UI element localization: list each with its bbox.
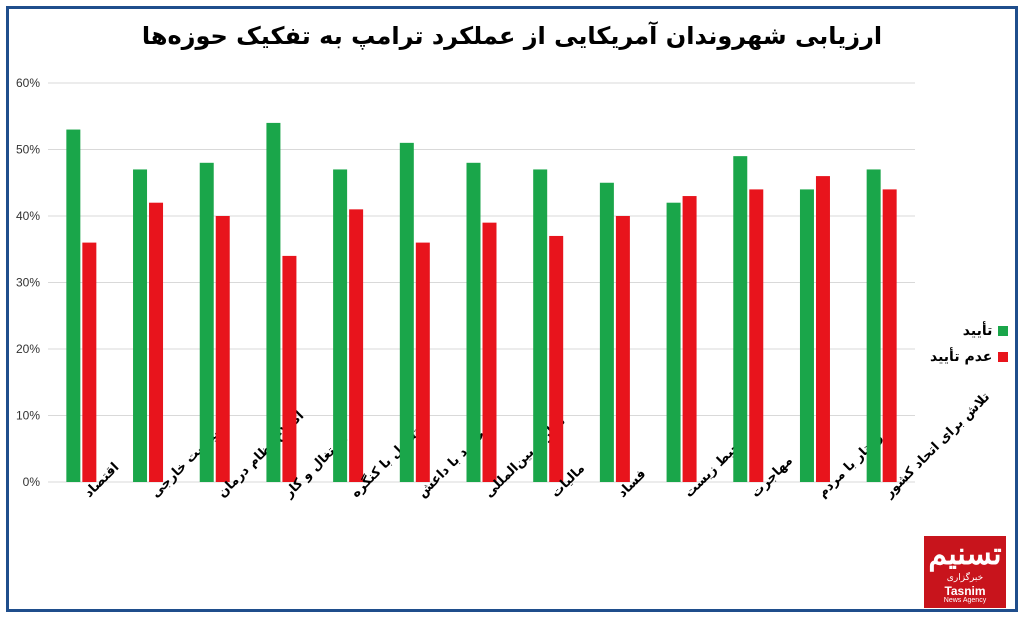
bar-disapprove	[815, 176, 830, 482]
bar-approve	[666, 202, 681, 482]
legend-label-disapprove: عدم تأیید	[930, 349, 993, 365]
y-tick-label: 0%	[23, 475, 41, 489]
bar-disapprove	[749, 189, 764, 482]
bar-disapprove	[149, 202, 164, 482]
bar-disapprove	[215, 216, 230, 482]
bar-disapprove	[415, 242, 430, 482]
y-tick-label: 60%	[16, 76, 40, 90]
bar-disapprove	[282, 255, 297, 482]
bar-disapprove	[349, 209, 364, 482]
y-tick-label: 10%	[16, 409, 40, 423]
logo-main-text: تسنیم	[928, 538, 1002, 571]
bar-approve	[266, 122, 281, 483]
bar-disapprove	[615, 216, 630, 482]
bar-disapprove	[882, 189, 897, 482]
bar-approve	[399, 142, 414, 482]
y-tick-label: 40%	[16, 209, 40, 223]
y-tick-label: 30%	[16, 276, 40, 290]
legend-item-disapprove: عدم تأیید	[930, 344, 1009, 370]
y-tick-label: 20%	[16, 342, 40, 356]
legend-swatch-approve	[998, 326, 1009, 336]
bar-disapprove	[482, 222, 497, 482]
bar-approve	[799, 189, 814, 482]
chart-title: ارزیابی شهروندان آمریکایی از عملکرد ترام…	[141, 22, 883, 50]
legend-swatch-disapprove	[998, 352, 1009, 362]
logo-en2-text: News Agency	[943, 597, 987, 604]
bar-approve	[466, 162, 481, 483]
bar-approve	[533, 169, 548, 482]
bar-disapprove	[82, 242, 97, 482]
tasnim-logo: تسنیم خبرگزاری Tasnim News Agency	[924, 536, 1006, 608]
bar-approve	[599, 182, 614, 482]
legend: تأیید عدم تأیید	[930, 318, 1009, 370]
legend-item-approve: تأیید	[930, 318, 1009, 344]
bar-approve	[333, 169, 348, 482]
chart-frame	[6, 6, 1018, 612]
logo-sub-text: خبرگزاری	[946, 572, 984, 582]
bar-approve	[133, 169, 148, 482]
y-tick-label: 50%	[16, 143, 40, 157]
bar-approve	[733, 156, 748, 482]
bar-approve	[66, 129, 81, 483]
bar-approve	[199, 162, 214, 483]
logo-en-text: Tasnim	[944, 584, 986, 598]
bar-disapprove	[682, 196, 697, 483]
bar-approve	[866, 169, 881, 482]
x-category-label: تلاش برای اتحاد کشور	[881, 390, 993, 502]
legend-label-approve: تأیید	[962, 323, 993, 339]
bar-disapprove	[549, 235, 564, 482]
